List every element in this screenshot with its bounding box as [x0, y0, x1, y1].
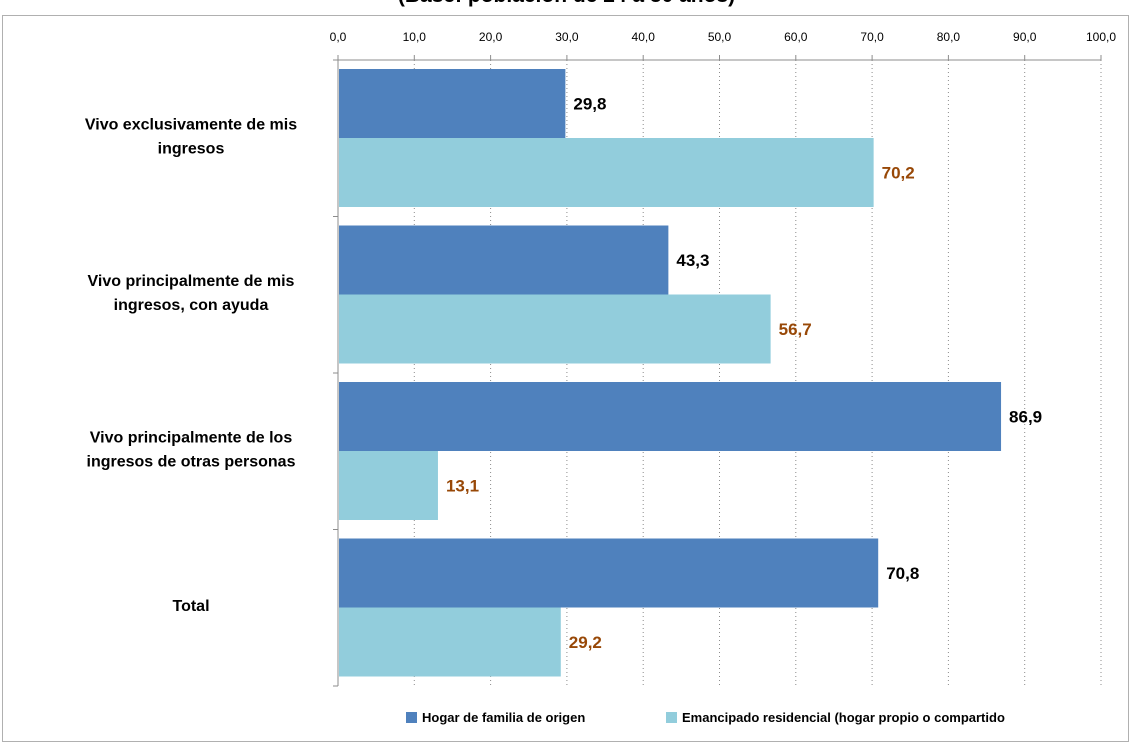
x-tick-label: 100,0 [1086, 30, 1116, 44]
bar [339, 225, 669, 295]
bar [339, 607, 561, 677]
data-label: 29,8 [573, 95, 606, 114]
x-tick-label: 90,0 [1013, 30, 1037, 44]
category-label: ingresos [158, 140, 225, 157]
bar [339, 294, 771, 364]
category-label: Vivo principalmente de los [90, 429, 293, 446]
legend-label: Hogar de familia de origen [422, 710, 585, 725]
legend-label: Emancipado residencial (hogar propio o c… [682, 710, 1005, 725]
data-label: 29,2 [569, 633, 602, 652]
x-tick-label: 20,0 [479, 30, 503, 44]
data-label: 56,7 [779, 320, 812, 339]
x-tick-label: 30,0 [555, 30, 579, 44]
x-tick-label: 50,0 [708, 30, 732, 44]
category-label: ingresos de otras personas [87, 453, 296, 470]
bar [339, 138, 874, 207]
x-tick-label: 70,0 [860, 30, 884, 44]
category-label: Vivo exclusivamente de mis [85, 116, 297, 133]
x-tick-label: 0,0 [330, 30, 347, 44]
data-label: 86,9 [1009, 408, 1042, 427]
category-label: ingresos, con ayuda [114, 297, 269, 314]
legend-swatch [666, 712, 677, 723]
x-tick-label: 40,0 [632, 30, 656, 44]
bar [339, 451, 438, 520]
x-tick-label: 60,0 [784, 30, 808, 44]
legend-swatch [406, 712, 417, 723]
chart-frame [2, 15, 1129, 742]
x-tick-label: 80,0 [937, 30, 961, 44]
data-label: 13,1 [446, 477, 479, 496]
x-tick-label: 10,0 [403, 30, 427, 44]
bar [339, 69, 566, 138]
category-label: Total [172, 598, 209, 615]
data-label: 70,8 [886, 564, 919, 583]
bar [339, 382, 1002, 451]
data-label: 43,3 [676, 251, 709, 270]
chart-title: (Base: población de 24 a 30 años) [0, 0, 1133, 8]
category-label: Vivo principalmente de mis [88, 273, 295, 290]
bar [339, 538, 879, 608]
data-label: 70,2 [882, 164, 915, 183]
